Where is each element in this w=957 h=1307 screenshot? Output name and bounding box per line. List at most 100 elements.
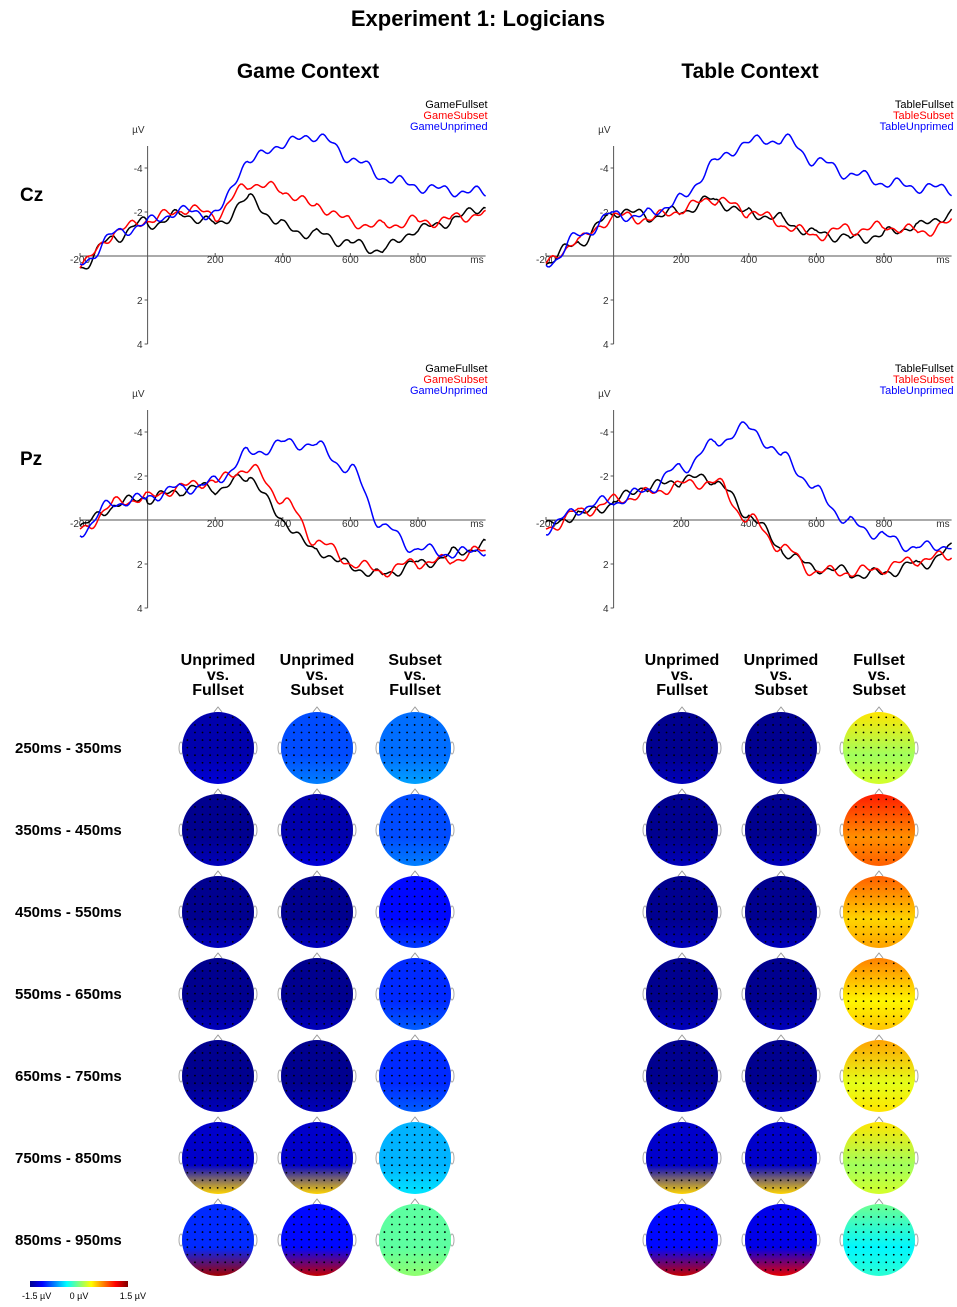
electrode-dot <box>885 1022 888 1025</box>
electrode-dot <box>421 1134 424 1136</box>
electrode-dot <box>308 1238 310 1241</box>
electrode-dot <box>650 828 653 831</box>
electrode-dot <box>216 821 219 823</box>
game-col-header-1-line: Unprimed <box>280 652 355 669</box>
electrode-dot <box>862 1015 865 1018</box>
electrode-dot <box>779 1223 782 1226</box>
electrode-dot <box>892 776 895 779</box>
electrode-dot <box>703 1164 706 1167</box>
electrode-dot <box>338 1238 341 1241</box>
electrode-dot <box>323 851 326 854</box>
electrode-dot <box>443 1238 446 1241</box>
electrode-dot <box>907 1089 910 1092</box>
electrode-dot <box>421 821 424 823</box>
electrode-dot <box>209 761 211 764</box>
electrode-dot <box>216 992 219 995</box>
electrode-dot <box>802 888 805 890</box>
nose-outline <box>874 1034 884 1041</box>
electrode-dot <box>201 724 204 726</box>
electrode-dot <box>885 992 888 995</box>
electrode-dot <box>772 1104 774 1107</box>
electrode-dot <box>224 731 227 734</box>
electrode-dot <box>308 806 310 808</box>
electrode-dot <box>757 1223 759 1226</box>
electrode-dot <box>855 933 857 936</box>
electrode-dot <box>406 716 408 719</box>
electrode-dot <box>695 1074 698 1077</box>
electrode-dot <box>315 731 318 734</box>
electrode-dot <box>398 910 401 913</box>
electrode-dot <box>209 776 211 779</box>
electrode-dot <box>802 1223 805 1226</box>
electrode-dot <box>406 985 408 987</box>
electrode-dot <box>688 1164 691 1167</box>
electrode-dot <box>300 1156 303 1159</box>
electrode-dot <box>338 1246 341 1249</box>
electrode-dot <box>855 1223 857 1226</box>
electrode-dot <box>413 1171 416 1174</box>
electrode-dot <box>246 977 249 980</box>
electrode-dot <box>900 1156 903 1159</box>
electrode-dot <box>802 970 805 972</box>
electrode-dot <box>907 895 910 898</box>
electrode-dot <box>216 776 219 779</box>
electrode-dot <box>877 1246 880 1249</box>
electrode-dot <box>900 836 903 839</box>
nose-outline <box>677 1034 687 1041</box>
electrode-dot <box>300 1082 303 1085</box>
electrode-dot <box>688 1126 691 1129</box>
electrode-dot <box>323 1022 326 1025</box>
electrode-dot <box>428 1141 431 1144</box>
electrode-dot <box>194 739 196 741</box>
electrode-dot <box>443 1000 446 1003</box>
electrode-dot <box>413 1246 416 1249</box>
electrode-dot <box>315 888 318 890</box>
electrode-dot <box>209 910 211 913</box>
electrode-dot <box>383 1082 386 1085</box>
electrode-dot <box>345 1007 348 1010</box>
electrode-dot <box>246 843 249 846</box>
electrode-dot <box>779 925 782 928</box>
electrode-dot <box>323 858 326 861</box>
electrode-dot <box>665 1149 668 1151</box>
electrode-dot <box>870 910 872 913</box>
electrode-dot <box>673 910 675 913</box>
electrode-dot <box>703 1141 706 1144</box>
electrode-dot <box>847 903 850 905</box>
electrode-dot <box>323 836 326 839</box>
electrode-dot <box>231 1253 234 1256</box>
electrode-dot <box>877 1171 880 1174</box>
electrode-dot <box>650 1074 653 1077</box>
electrode-dot <box>673 1179 675 1182</box>
x-tick-label: 400 <box>740 255 757 266</box>
electrode-dot <box>345 910 348 913</box>
electrode-dot <box>802 1216 805 1218</box>
electrode-dot <box>870 716 872 719</box>
electrode-dot <box>892 724 895 726</box>
electrode-dot <box>338 1261 341 1264</box>
nose-outline <box>410 1116 420 1123</box>
electrode-dot <box>413 910 416 913</box>
electrode-dot <box>658 821 660 823</box>
electrode-dot <box>703 977 706 980</box>
electrode-dot <box>224 985 227 987</box>
electrode-dot <box>406 925 408 928</box>
electrode-dot <box>383 739 386 741</box>
electrode-dot <box>802 1171 805 1174</box>
electrode-dot <box>398 1223 401 1226</box>
electrode-dot <box>194 1179 196 1182</box>
electrode-dot <box>391 1067 393 1069</box>
electrode-dot <box>345 1141 348 1144</box>
electrode-dot <box>862 903 865 905</box>
electrode-dot <box>209 962 211 965</box>
electrode-dot <box>710 1253 713 1256</box>
electrode-dot <box>885 843 888 846</box>
electrode-dot <box>802 918 805 921</box>
electrode-dot <box>209 1052 211 1054</box>
electrode-dot <box>779 1179 782 1182</box>
electrode-dot <box>855 1156 857 1159</box>
electrode-dot <box>323 940 326 943</box>
electrode-dot <box>885 1134 888 1136</box>
electrode-dot <box>443 1164 446 1167</box>
